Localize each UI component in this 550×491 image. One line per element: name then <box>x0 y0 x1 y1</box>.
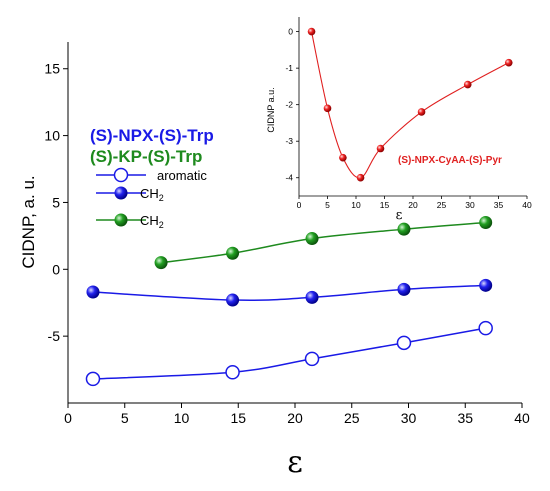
data-point <box>356 173 365 182</box>
data-point <box>307 27 316 36</box>
x-tick-label: 20 <box>287 410 303 426</box>
y-tick-label: -4 <box>285 173 293 183</box>
y-tick-label: 0 <box>52 261 60 277</box>
data-point <box>226 293 240 307</box>
x-tick-label: 35 <box>457 410 473 426</box>
x-tick-label: 20 <box>408 200 418 210</box>
legend-label-ch2-blue: CH2 <box>140 186 164 203</box>
legend-marker-ch2-blue <box>114 186 128 200</box>
y-tick-label: -3 <box>285 136 293 146</box>
main-x-axis-label: ε <box>287 445 303 480</box>
x-tick-label: 30 <box>465 200 475 210</box>
data-point <box>305 232 319 246</box>
x-tick-label: 5 <box>121 410 129 426</box>
inset-chart: 0 5 10 15 20 25 30 35 40 0-1-2-3-4 CIDNP a.u. ε … <box>266 17 532 223</box>
legend-marker-ch2-green <box>114 213 128 227</box>
data-point <box>85 371 101 387</box>
inset-x-axis-label: ε <box>396 208 403 223</box>
data-point <box>339 153 347 162</box>
x-tick-label: 25 <box>344 410 360 426</box>
y-tick-label: 15 <box>44 61 60 77</box>
legend-title-kp-trp: (S)-KP-(S)-Trp <box>90 147 202 166</box>
x-tick-label: 30 <box>401 410 417 426</box>
data-point <box>305 290 319 304</box>
y-tick-label: -5 <box>48 328 61 344</box>
inset-y-axis-label: CIDNP a.u. <box>266 87 276 132</box>
data-point <box>397 282 411 296</box>
legend-item-ch2-green: CH2 <box>96 213 164 230</box>
main-series-group <box>85 216 493 387</box>
x-tick-label: 15 <box>230 410 246 426</box>
x-tick-label: 40 <box>522 200 532 210</box>
data-point <box>417 108 426 116</box>
main-y-axis-label: CIDNP, a. u. <box>19 175 38 268</box>
legend-title-npx-trp: (S)-NPX-(S)-Trp <box>90 126 214 145</box>
y-tick-label: 0 <box>288 27 293 37</box>
data-point <box>397 222 411 236</box>
data-point <box>479 216 493 229</box>
series-line-0 <box>92 327 486 380</box>
y-tick-label: -2 <box>285 100 293 110</box>
y-tick-label: 10 <box>44 128 60 144</box>
y-tick-label: 5 <box>52 194 60 210</box>
series-line-1 <box>92 284 486 302</box>
series-line-2 <box>160 221 486 264</box>
x-tick-label: 40 <box>514 410 530 426</box>
data-point <box>463 80 472 89</box>
data-point <box>479 278 493 292</box>
y-tick-label: -1 <box>285 63 293 73</box>
data-point <box>225 364 240 380</box>
main-y-ticks: 15 10 5 0 -5 <box>44 61 68 344</box>
data-point <box>154 256 168 270</box>
data-point <box>376 144 385 153</box>
legend-item-aromatic: aromatic <box>96 167 207 183</box>
data-point <box>86 285 100 299</box>
legend-item-ch2-blue: CH2 <box>96 186 164 203</box>
main-x-ticks: 0 5 10 15 20 25 30 35 40 <box>64 403 530 426</box>
inset-series-group <box>307 27 513 182</box>
legend-label-aromatic: aromatic <box>157 168 207 183</box>
x-tick-label: 0 <box>64 410 72 426</box>
data-point <box>226 246 240 260</box>
inset-annotation: (S)-NPX-CyAA-(S)-Pyr <box>398 155 502 166</box>
x-tick-label: 0 <box>297 200 302 210</box>
inset-x-ticks: 0 5 10 15 20 25 30 35 40 <box>297 196 532 210</box>
data-point <box>304 351 320 367</box>
data-point <box>396 335 412 351</box>
data-point <box>504 58 513 67</box>
x-tick-label: 35 <box>494 200 504 210</box>
x-tick-label: 15 <box>380 200 390 210</box>
x-tick-label: 10 <box>174 410 190 426</box>
x-tick-label: 5 <box>325 200 330 210</box>
x-tick-label: 10 <box>351 200 361 210</box>
legend-label-ch2-green: CH2 <box>140 213 164 230</box>
legend-marker-aromatic <box>113 167 129 183</box>
data-point <box>478 320 493 336</box>
data-point <box>323 104 332 113</box>
x-tick-label: 25 <box>437 200 447 210</box>
inset-y-ticks: 0 -1 -2 -3 -4 <box>285 27 299 183</box>
